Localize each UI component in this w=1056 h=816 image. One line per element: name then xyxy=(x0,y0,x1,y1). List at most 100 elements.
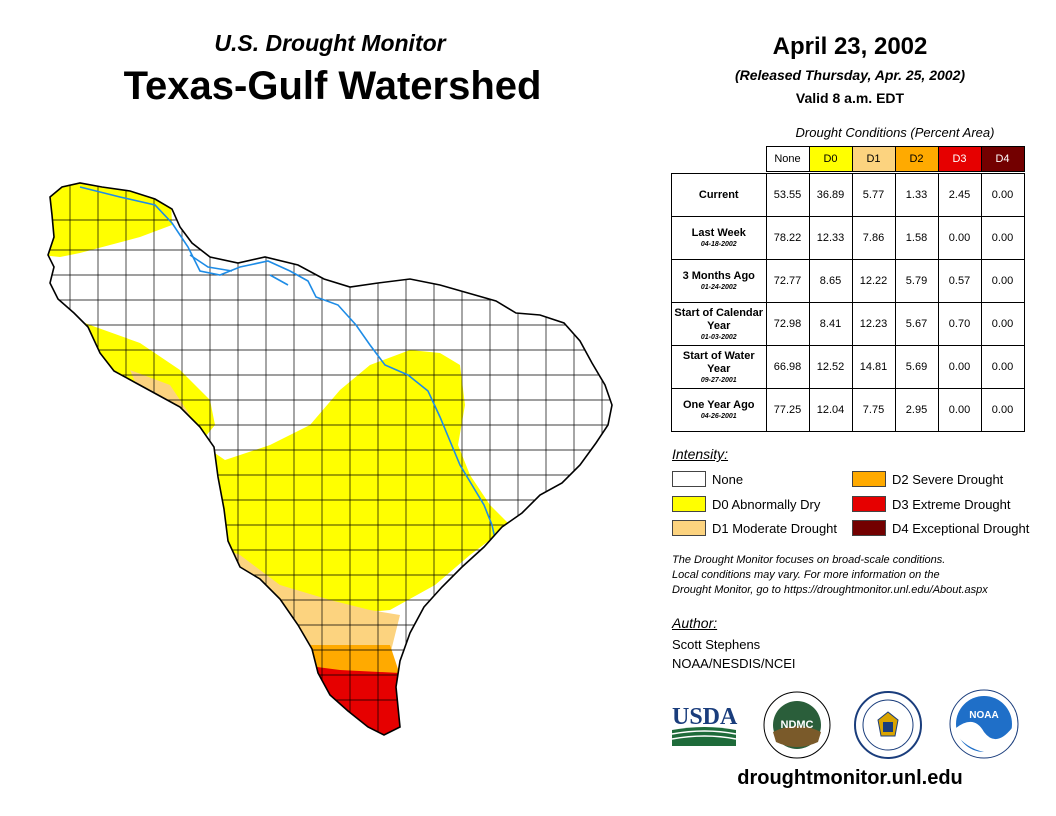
row-date: 04-18-2002 xyxy=(700,241,737,248)
cell: 1.58 xyxy=(894,216,939,260)
legend-label: D2 Severe Drought xyxy=(892,471,1004,487)
cell: 0.00 xyxy=(980,388,1025,432)
cell: 5.69 xyxy=(894,345,939,389)
table-caption: Drought Conditions (Percent Area) xyxy=(795,125,995,140)
cell: 0.57 xyxy=(937,259,982,303)
row-label: Start of Calendar Year xyxy=(674,306,764,332)
cell: 2.95 xyxy=(894,388,939,432)
author-organization: NOAA/NESDIS/NCEI xyxy=(672,656,796,671)
row-label: 3 Months Ago xyxy=(682,270,755,282)
legend-item-d0: D0 Abnormally Dry xyxy=(672,496,820,512)
watershed-map xyxy=(47,182,613,736)
table-row: 3 Months Ago 01-24-2002 72.77 8.65 12.22 … xyxy=(671,259,1025,303)
usda-logo-text: USDA xyxy=(672,704,738,730)
brazos-river xyxy=(79,186,497,544)
cell: 0.70 xyxy=(937,302,982,346)
cell: 14.81 xyxy=(851,345,896,389)
legend-label: D1 Moderate Drought xyxy=(712,520,838,536)
col-d2: D2 xyxy=(894,146,939,172)
cell: 0.00 xyxy=(980,259,1025,303)
row-date: 09-27-2001 xyxy=(700,376,737,384)
legend-item-none: None xyxy=(672,471,743,487)
row-label: Last Week xyxy=(691,227,746,239)
cell: 72.77 xyxy=(765,259,810,303)
d0-region-northwest xyxy=(48,183,172,257)
cell: 7.86 xyxy=(851,216,896,260)
map-title: Texas-Gulf Watershed xyxy=(123,64,542,108)
d1-region xyxy=(190,535,400,660)
table-row: Start of Water Year 09-27-2001 66.98 12.5… xyxy=(671,345,1025,389)
cell: 53.55 xyxy=(765,173,810,217)
cell: 8.65 xyxy=(808,259,853,303)
cell: 12.23 xyxy=(851,302,896,346)
row-date: 01-03-2002 xyxy=(700,333,737,341)
cell: 77.25 xyxy=(765,388,810,432)
col-d4: D4 xyxy=(980,146,1025,172)
row-label: One Year Ago xyxy=(682,399,755,411)
table-row: One Year Ago 04-26-2001 77.25 12.04 7.75 … xyxy=(671,388,1025,432)
author-name: Scott Stephens xyxy=(672,637,761,652)
cell: 5.77 xyxy=(851,173,896,217)
legend-swatch xyxy=(672,471,706,487)
cell: 8.41 xyxy=(808,302,853,346)
row-date: 01-24-2002 xyxy=(700,284,737,291)
col-d1: D1 xyxy=(851,146,896,172)
legend-swatch xyxy=(672,496,706,512)
doc-seal-logo xyxy=(854,691,922,759)
col-d3: D3 xyxy=(937,146,982,172)
col-none: None xyxy=(765,146,810,172)
legend-item-d4: D4 Exceptional Drought xyxy=(852,520,1029,536)
disclaimer-note: The Drought Monitor focuses on broad-sca… xyxy=(672,553,1042,598)
note-line: The Drought Monitor focuses on broad-sca… xyxy=(672,554,946,566)
legend-swatch xyxy=(672,520,706,536)
legend-label: None xyxy=(712,471,744,487)
cell: 78.22 xyxy=(765,216,810,260)
cell: 5.67 xyxy=(894,302,939,346)
col-d0: D0 xyxy=(808,146,853,172)
release-date: (Released Thursday, Apr. 25, 2002) xyxy=(734,67,966,83)
drought-table: None D0 D1 D2 D3 D4 Current 53.55 36.89 … xyxy=(671,146,1025,432)
ndmc-logo: NDMC xyxy=(763,691,831,759)
usda-logo: USDA xyxy=(671,704,738,746)
cell: 0.00 xyxy=(937,345,982,389)
legend-title: Intensity: xyxy=(672,446,729,462)
table-row: Last Week 04-18-2002 78.22 12.33 7.86 1.5… xyxy=(671,216,1025,260)
ndmc-logo-text: NDMC xyxy=(781,719,814,731)
legend-item-d3: D3 Extreme Drought xyxy=(852,496,1011,512)
cell: 0.00 xyxy=(980,173,1025,217)
cell: 0.00 xyxy=(980,302,1025,346)
legend-label: D3 Extreme Drought xyxy=(892,496,1011,512)
map-date: April 23, 2002 xyxy=(772,33,928,60)
noaa-logo: NOAA xyxy=(949,689,1019,759)
legend-item-d2: D2 Severe Drought xyxy=(852,471,1003,487)
cell: 12.33 xyxy=(808,216,853,260)
cell: 5.79 xyxy=(894,259,939,303)
cell: 2.45 xyxy=(937,173,982,217)
row-date: 04-26-2001 xyxy=(700,413,737,420)
valid-time: Valid 8 a.m. EDT xyxy=(795,90,905,106)
website-url[interactable]: droughtmonitor.unl.edu xyxy=(737,767,963,789)
cell: 0.00 xyxy=(937,216,982,260)
cell: 12.22 xyxy=(851,259,896,303)
cell: 66.98 xyxy=(765,345,810,389)
legend-swatch xyxy=(852,471,886,487)
cell: 12.52 xyxy=(808,345,853,389)
noaa-logo-text: NOAA xyxy=(969,710,998,721)
table-header-row: None D0 D1 D2 D3 D4 xyxy=(672,146,1025,172)
row-label: Current xyxy=(698,188,739,201)
cell: 1.33 xyxy=(894,173,939,217)
map-subtitle: U.S. Drought Monitor xyxy=(214,30,446,56)
rivers xyxy=(79,186,497,544)
legend-swatch xyxy=(852,496,886,512)
table-row: Current 53.55 36.89 5.77 1.33 2.45 0.00 xyxy=(671,173,1025,217)
cell: 72.98 xyxy=(765,302,810,346)
row-label: Start of Water Year xyxy=(682,349,755,375)
cell: 36.89 xyxy=(808,173,853,217)
cell: 0.00 xyxy=(980,216,1025,260)
legend-item-d1: D1 Moderate Drought xyxy=(672,520,837,536)
cell: 0.00 xyxy=(980,345,1025,389)
legend-label: D4 Exceptional Drought xyxy=(892,520,1030,536)
table-row: Start of Calendar Year 01-03-2002 72.98 8… xyxy=(671,302,1025,346)
colorado-river xyxy=(189,254,289,286)
note-line: Local conditions may vary. For more info… xyxy=(672,569,940,581)
